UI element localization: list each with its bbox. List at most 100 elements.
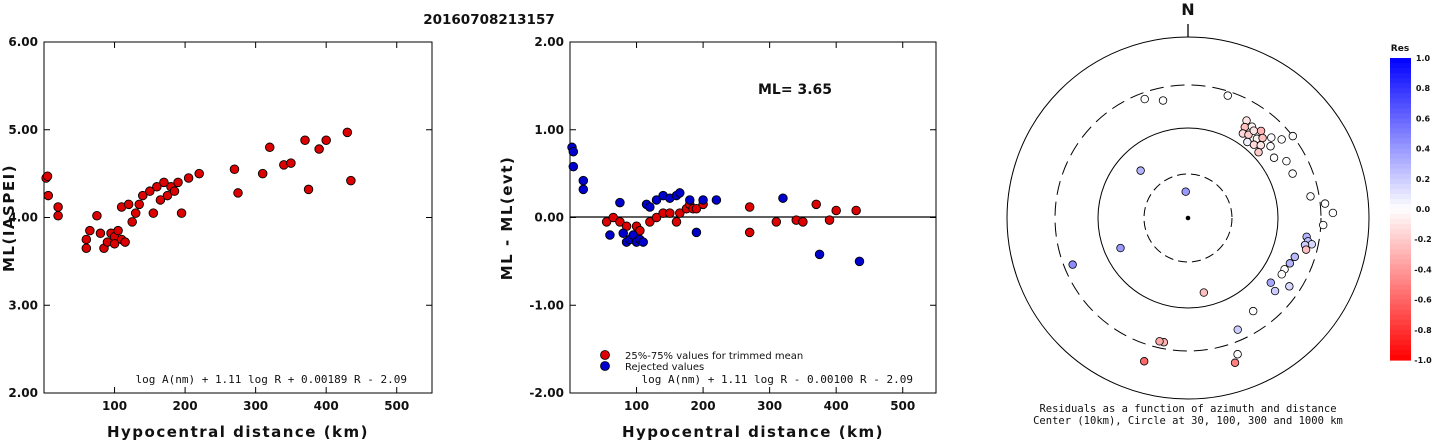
y-tick-label: 2.00 [8, 386, 38, 400]
colorbar-segment [1390, 309, 1411, 316]
colorbar-tick-label: 0.6 [1416, 114, 1431, 123]
colorbar-segment [1390, 259, 1411, 265]
station-residual-marker [1140, 357, 1149, 366]
colorbar-segment [1390, 294, 1411, 301]
accepted-point [851, 205, 861, 216]
colorbar-tick-label: -0.2 [1414, 235, 1432, 244]
x-tick-label: 500 [384, 399, 409, 413]
colorbar-segment [1390, 113, 1411, 119]
data-point [162, 190, 173, 201]
data-point [95, 228, 106, 239]
rejected-point [615, 197, 625, 208]
data-point [127, 217, 137, 227]
data-point [342, 127, 353, 138]
colorbar-segment [1390, 78, 1411, 84]
p2-x-axis-label: Hypocentral distance (km) [622, 423, 884, 441]
y-tick-label: 0.00 [534, 211, 564, 225]
station-residual-marker [1282, 156, 1291, 166]
y-tick-label: -1.00 [529, 298, 564, 312]
colorbar-segment [1390, 214, 1411, 220]
y-tick-label: 1.00 [534, 123, 564, 137]
data-point [53, 202, 63, 212]
colorbar-segment [1390, 183, 1411, 190]
data-point [130, 208, 141, 218]
colorbar-segment [1390, 324, 1411, 331]
colorbar-segment [1390, 279, 1411, 286]
p2-y-ticks: -2.00 -1.00 0.00 1.00 2.00 [529, 35, 936, 400]
colorbar-segment [1390, 229, 1411, 235]
colorbar-ticks: 1.0 0.8 0.6 0.4 0.2 0.0 -0.2 -0.4 -0.6 -0.8 -1.0 [1414, 54, 1432, 365]
colorbar-segment [1390, 299, 1411, 306]
data-point [159, 177, 169, 188]
colorbar-tick-label: -0.4 [1414, 265, 1432, 274]
data-point [229, 164, 240, 174]
panel-polar-residuals: N Residuals as a function of azimuth and… [1006, 0, 1432, 427]
x-tick-label: 200 [691, 399, 716, 413]
colorbar-segment [1390, 284, 1411, 291]
data-point [81, 243, 92, 253]
colorbar-segment [1390, 178, 1411, 185]
accepted-point [608, 212, 619, 223]
colorbar-segment [1390, 224, 1411, 230]
legend-accepted-marker [600, 350, 610, 360]
station-residual-marker [1267, 133, 1276, 142]
accepted-point [651, 212, 662, 223]
colorbar-segment [1390, 249, 1411, 255]
station-residual-marker [1288, 169, 1297, 178]
ring-100km [1097, 127, 1279, 309]
colorbar-segment [1390, 63, 1411, 69]
colorbar-segment [1390, 163, 1411, 170]
data-point [113, 225, 123, 236]
data-point [148, 208, 159, 218]
station-residual-marker [1277, 135, 1286, 144]
station-residual-marker [1306, 192, 1315, 201]
station-residual-marker [1256, 141, 1265, 150]
rejected-point [645, 202, 655, 212]
colorbar-segment [1390, 173, 1411, 180]
colorbar-segment [1390, 188, 1411, 195]
rejected-point [691, 227, 702, 238]
accepted-point [691, 203, 702, 214]
colorbar-segment [1390, 209, 1411, 215]
rejected-point [698, 195, 708, 205]
colorbar-tick-label: 0.4 [1416, 145, 1431, 154]
colorbar-label: Res [1391, 44, 1409, 54]
p1-equation: log A(nm) + 1.11 log R + 0.00189 R - 2.0… [135, 373, 407, 386]
epicenter-dot [1185, 215, 1191, 221]
accepted-point [675, 208, 685, 218]
p1-points [41, 127, 356, 253]
panel-ml-vs-distance: 100 200 300 400 500 2.00 3.00 4.00 5.00 6.00 Hyp… [0, 35, 433, 441]
rejected-point [778, 193, 788, 203]
colorbar-segment [1390, 304, 1411, 311]
colorbar-segment [1390, 219, 1411, 225]
colorbar-segment [1390, 68, 1411, 74]
x-tick-label: 400 [314, 399, 339, 413]
data-point [346, 175, 356, 186]
station-residual-marker [1068, 260, 1077, 269]
accepted-point [615, 217, 625, 227]
station-residual-marker [1140, 94, 1149, 104]
x-tick-label: 100 [624, 399, 649, 413]
station-residual-marker [1199, 288, 1209, 297]
colorbar-segment [1390, 349, 1411, 356]
legend-rejected-marker [600, 361, 610, 371]
accepted-point [744, 202, 755, 212]
colorbar-segment [1390, 148, 1411, 155]
data-point [257, 168, 268, 179]
data-point [85, 225, 95, 236]
colorbar-tick-label: 0.2 [1416, 175, 1430, 184]
p2-legend: 25%-75% values for trimmed mean Rejected… [600, 350, 803, 373]
colorbar-segment [1390, 143, 1411, 150]
data-point [314, 144, 324, 154]
accepted-point [671, 217, 682, 227]
station-residual-marker [1181, 187, 1190, 196]
rejected-point [651, 195, 662, 205]
colorbar-segment [1390, 239, 1411, 245]
colorbar-tick-label: 0.0 [1416, 205, 1431, 214]
station-residual-marker [1223, 91, 1232, 100]
station-residual-marker [1288, 131, 1298, 141]
station-residual-marker [1319, 220, 1328, 230]
north-label: N [1181, 0, 1194, 19]
colorbar-segment [1390, 138, 1411, 145]
